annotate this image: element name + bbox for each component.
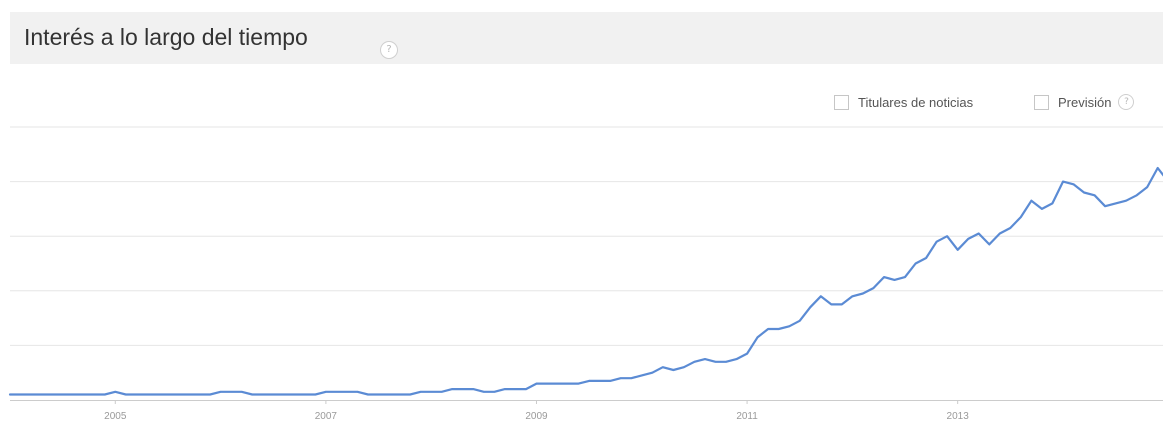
data-point[interactable] <box>670 367 676 373</box>
data-point[interactable] <box>1060 179 1066 185</box>
data-point[interactable] <box>734 356 740 362</box>
data-point[interactable] <box>1102 203 1108 209</box>
data-point[interactable] <box>870 285 876 291</box>
data-point[interactable] <box>491 389 497 395</box>
data-point[interactable] <box>1039 206 1045 212</box>
forecast-option[interactable]: Previsión ? <box>1034 92 1135 112</box>
data-point[interactable] <box>1123 198 1129 204</box>
x-axis-tick-label: 2009 <box>525 411 548 422</box>
data-point[interactable] <box>207 392 213 398</box>
data-point[interactable] <box>934 239 940 245</box>
data-point[interactable] <box>1007 225 1013 231</box>
data-point[interactable] <box>7 392 13 398</box>
data-point[interactable] <box>249 392 255 398</box>
data-point[interactable] <box>765 326 771 332</box>
question-mark-icon[interactable]: ? <box>380 41 398 59</box>
data-point[interactable] <box>239 389 245 395</box>
data-point[interactable] <box>997 231 1003 237</box>
data-point[interactable] <box>944 233 950 239</box>
data-point[interactable] <box>755 334 761 340</box>
x-axis-tick-label: 2007 <box>315 411 338 422</box>
data-point[interactable] <box>923 255 929 261</box>
data-point[interactable] <box>702 356 708 362</box>
forecast-label: Previsión <box>1058 94 1112 110</box>
data-point[interactable] <box>860 291 866 297</box>
data-point[interactable] <box>502 386 508 392</box>
data-point[interactable] <box>91 392 97 398</box>
data-point[interactable] <box>1071 181 1077 187</box>
news-headlines-checkbox[interactable] <box>834 94 849 110</box>
news-headlines-option[interactable]: Titulares de noticias <box>834 92 973 112</box>
data-point[interactable] <box>534 381 540 387</box>
data-point[interactable] <box>365 392 371 398</box>
data-point[interactable] <box>470 386 476 392</box>
data-point[interactable] <box>218 389 224 395</box>
data-point[interactable] <box>1134 192 1140 198</box>
data-point[interactable] <box>976 231 982 237</box>
data-point[interactable] <box>649 370 655 376</box>
data-point[interactable] <box>449 386 455 392</box>
data-point[interactable] <box>681 364 687 370</box>
news-headlines-label: Titulares de noticias <box>858 94 974 110</box>
data-point[interactable] <box>1018 214 1024 220</box>
data-point[interactable] <box>523 386 529 392</box>
chart-title: Interés a lo largo del tiempo <box>24 24 308 50</box>
data-point[interactable] <box>1081 190 1087 196</box>
data-point[interactable] <box>323 389 329 395</box>
data-point[interactable] <box>660 364 666 370</box>
series-line <box>8 166 1163 396</box>
data-point[interactable] <box>797 318 803 324</box>
data-point[interactable] <box>881 274 887 280</box>
data-point[interactable] <box>713 359 719 365</box>
data-point[interactable] <box>407 392 413 398</box>
data-point[interactable] <box>1113 200 1119 206</box>
data-point[interactable] <box>965 236 971 242</box>
data-point[interactable] <box>355 389 361 395</box>
data-point[interactable] <box>1155 165 1161 171</box>
data-point[interactable] <box>618 375 624 381</box>
data-point[interactable] <box>818 293 824 299</box>
data-point[interactable] <box>1028 198 1034 204</box>
data-point[interactable] <box>807 304 813 310</box>
data-point[interactable] <box>955 247 961 253</box>
data-point[interactable] <box>1049 200 1055 206</box>
data-point[interactable] <box>902 274 908 280</box>
data-point[interactable] <box>576 381 582 387</box>
data-point[interactable] <box>639 372 645 378</box>
x-axis-tick-label: 2011 <box>736 411 758 422</box>
data-point[interactable] <box>986 241 992 247</box>
data-point[interactable] <box>828 301 834 307</box>
data-point[interactable] <box>1144 184 1150 190</box>
data-point[interactable] <box>439 389 445 395</box>
data-point[interactable] <box>628 375 634 381</box>
data-point[interactable] <box>849 293 855 299</box>
data-point[interactable] <box>744 351 750 357</box>
data-point[interactable] <box>776 326 782 332</box>
data-point[interactable] <box>102 392 108 398</box>
data-point[interactable] <box>1092 192 1098 198</box>
data-point[interactable] <box>892 277 898 283</box>
data-point[interactable] <box>418 389 424 395</box>
data-point[interactable] <box>607 378 613 384</box>
question-mark-icon[interactable]: ? <box>1118 94 1135 110</box>
data-point[interactable] <box>839 301 845 307</box>
data-point[interactable] <box>312 392 318 398</box>
x-axis-tick-label: 2013 <box>947 411 970 422</box>
data-point[interactable] <box>123 392 129 398</box>
chart-header: Interés a lo largo del tiempo ? <box>10 12 1163 64</box>
data-point[interactable] <box>786 323 792 329</box>
data-point[interactable] <box>112 389 118 395</box>
forecast-checkbox[interactable] <box>1034 94 1049 110</box>
data-point[interactable] <box>723 359 729 365</box>
data-point[interactable] <box>691 359 697 365</box>
x-axis-tick-label: 2005 <box>104 411 127 422</box>
data-point[interactable] <box>913 261 919 267</box>
data-point[interactable] <box>586 378 592 384</box>
data-point[interactable] <box>481 389 487 395</box>
